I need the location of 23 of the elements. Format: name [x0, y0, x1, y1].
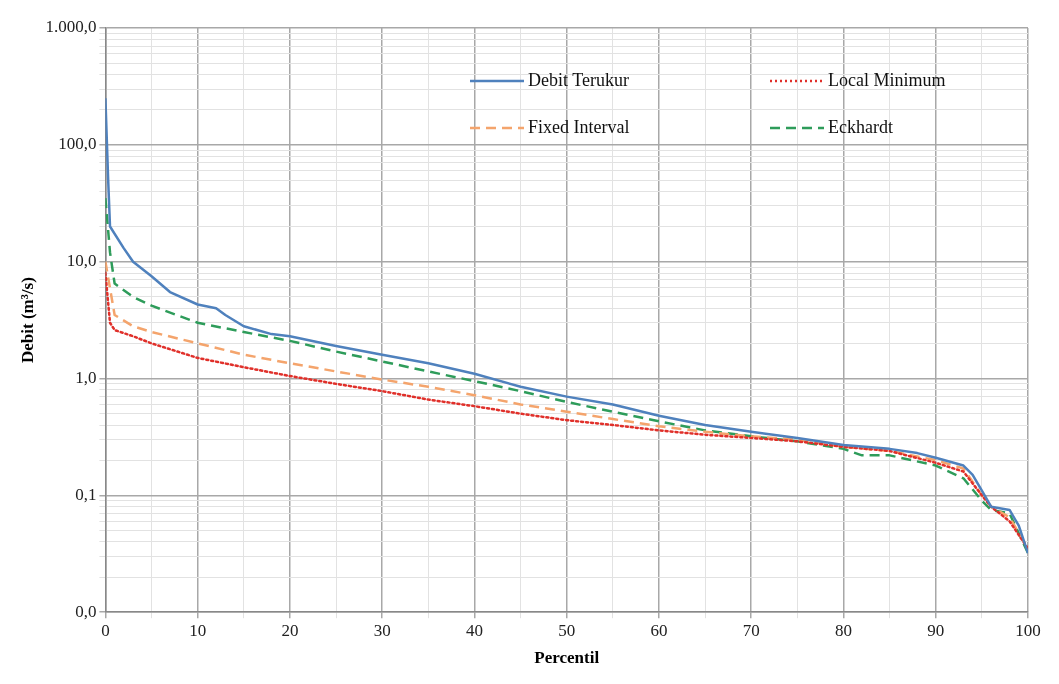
x-tick-label: 30	[373, 620, 391, 640]
y-tick-label: 10,0	[66, 251, 97, 271]
y-tick-label: 0,0	[75, 601, 97, 621]
x-tick-label: 60	[650, 620, 668, 640]
x-tick-label: 70	[742, 620, 760, 640]
x-tick-label: 10	[189, 620, 207, 640]
x-tick-label: 0	[101, 620, 110, 640]
x-tick-label: 90	[927, 620, 945, 640]
y-tick-label: 100,0	[58, 134, 97, 154]
y-axis-title: Debit (m³/s)	[17, 277, 37, 364]
x-tick-label: 40	[465, 620, 483, 640]
legend-label: Fixed Interval	[528, 117, 630, 138]
y-tick-label: 1.000,0	[45, 17, 97, 37]
legend-label: Eckhardt	[828, 117, 893, 138]
x-axis-title: Percentil	[534, 648, 600, 668]
y-tick-label: 0,1	[75, 484, 97, 504]
x-tick-label: 100	[1015, 620, 1041, 640]
x-tick-label: 20	[281, 620, 299, 640]
x-tick-label: 50	[558, 620, 576, 640]
y-tick-label: 1,0	[75, 367, 97, 387]
legend-label: Debit Terukur	[528, 70, 629, 91]
legend-label: Local Minimum	[828, 70, 946, 91]
x-tick-label: 80	[834, 620, 852, 640]
